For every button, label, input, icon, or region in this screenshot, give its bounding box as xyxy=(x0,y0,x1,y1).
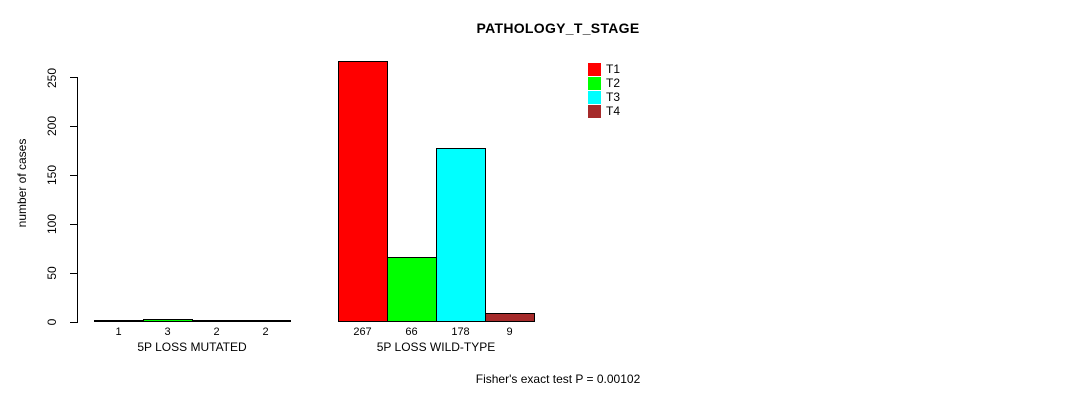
bar-value-label: 1 xyxy=(115,326,122,338)
y-axis-tick xyxy=(70,272,77,274)
bar-t1-group1 xyxy=(94,320,144,322)
legend: T1 T2 T3 T4 xyxy=(588,62,620,118)
bar-t2-group1 xyxy=(143,319,193,322)
bar-value-label: 3 xyxy=(164,326,171,338)
y-axis-title: number of cases xyxy=(15,138,29,228)
bar-t3-group1 xyxy=(192,320,242,322)
y-axis-tick-label: 200 xyxy=(45,116,59,137)
bar-t1-group2 xyxy=(338,61,388,322)
legend-label-t3: T3 xyxy=(606,90,621,104)
y-axis-tick-label: 0 xyxy=(45,318,59,326)
bar-value-label: 178 xyxy=(451,326,470,338)
y-axis-tick-label: 100 xyxy=(45,214,59,235)
x-category-label-wildtype: 5P LOSS WILD-TYPE xyxy=(376,340,496,354)
y-axis-tick-label: 250 xyxy=(45,67,59,88)
chart-title: PATHOLOGY_T_STAGE xyxy=(476,20,640,36)
legend-swatch-t4 xyxy=(588,104,601,118)
bar-value-label: 9 xyxy=(506,326,513,338)
y-axis-line xyxy=(77,77,78,323)
legend-swatch-t3 xyxy=(588,90,601,104)
y-axis-tick xyxy=(70,321,77,323)
legend-item-t3: T3 xyxy=(588,90,620,104)
x-category-label-mutated: 5P LOSS MUTATED xyxy=(137,340,247,354)
bar-t4-group2 xyxy=(485,313,535,322)
legend-item-t1: T1 xyxy=(588,62,620,76)
y-axis-tick xyxy=(70,125,77,127)
legend-item-t2: T2 xyxy=(588,76,620,90)
bar-t3-group2 xyxy=(436,148,486,322)
y-axis-tick xyxy=(70,223,77,225)
bar-value-label: 2 xyxy=(262,326,269,338)
legend-swatch-t1 xyxy=(588,62,601,76)
bar-value-label: 2 xyxy=(213,326,220,338)
y-axis-tick xyxy=(70,174,77,176)
bar-t4-group1 xyxy=(241,320,291,322)
legend-label-t4: T4 xyxy=(606,104,621,118)
bar-value-label: 66 xyxy=(405,326,418,338)
y-axis-tick-label: 150 xyxy=(45,165,59,186)
legend-swatch-t2 xyxy=(588,76,601,90)
legend-label-t1: T1 xyxy=(606,62,621,76)
statistical-test-annotation: Fisher's exact test P = 0.00102 xyxy=(475,372,641,386)
bar-value-label: 267 xyxy=(353,326,372,338)
legend-label-t2: T2 xyxy=(606,76,621,90)
bar-t2-group2 xyxy=(387,257,437,322)
y-axis-tick xyxy=(70,77,77,78)
y-axis-tick-label: 50 xyxy=(45,266,59,280)
legend-item-t4: T4 xyxy=(588,104,620,118)
